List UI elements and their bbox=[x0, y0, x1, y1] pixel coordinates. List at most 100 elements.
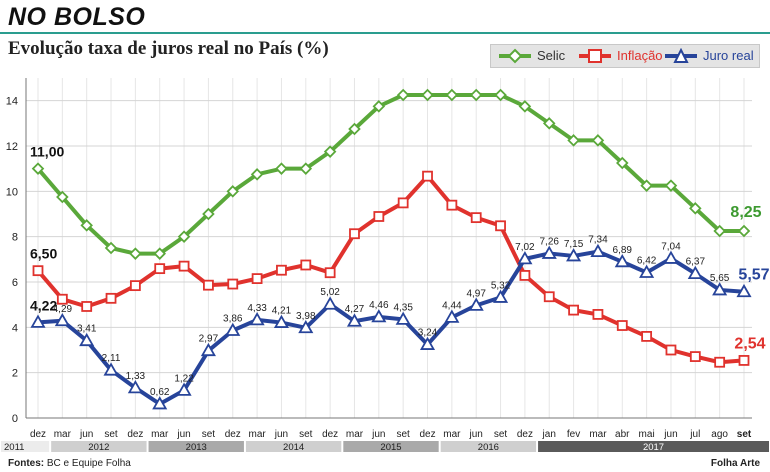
juro-data-label: 4,27 bbox=[345, 304, 365, 315]
selic-point bbox=[591, 134, 605, 147]
legend-marker-diamond-icon bbox=[499, 48, 531, 64]
inflacao-point bbox=[543, 291, 555, 303]
year-label: 2011 bbox=[4, 442, 24, 453]
inflacao-point bbox=[616, 320, 628, 331]
juro-label-end: 5,57 bbox=[738, 267, 769, 284]
inflacao-point bbox=[422, 170, 433, 182]
juro-real-point bbox=[54, 312, 70, 327]
juro-real-point bbox=[200, 342, 216, 357]
selic-point bbox=[372, 100, 386, 113]
inflacao-point bbox=[129, 280, 141, 292]
x-tick-label: set bbox=[299, 429, 313, 440]
sources-note: Fontes: BC e Equipe Folha bbox=[8, 458, 131, 469]
juro-real-point bbox=[493, 289, 509, 303]
year-label: 2013 bbox=[186, 442, 207, 453]
inflacao-point bbox=[251, 273, 263, 285]
inflacao-point bbox=[105, 292, 117, 304]
x-tick-label: jul bbox=[689, 429, 700, 440]
inflacao-point bbox=[349, 228, 360, 240]
juro-real-point bbox=[614, 254, 630, 268]
juro-data-label: 4,97 bbox=[466, 288, 486, 299]
x-tick-label: dez bbox=[517, 429, 533, 440]
selic-point bbox=[80, 219, 93, 232]
selic-point bbox=[616, 156, 629, 170]
selic-label-start: 11,00 bbox=[30, 144, 64, 160]
year-band bbox=[51, 441, 147, 452]
juro-data-label: 3,86 bbox=[223, 314, 243, 325]
juro-data-label: 7,02 bbox=[515, 242, 535, 253]
selic-point bbox=[31, 162, 45, 175]
inflacao-point bbox=[495, 220, 506, 232]
juro-data-label: 5,02 bbox=[320, 287, 340, 298]
inflacao-point bbox=[738, 355, 750, 366]
juro-real-point bbox=[566, 248, 582, 262]
selic-point bbox=[323, 145, 337, 158]
x-tick-label: abr bbox=[615, 429, 630, 440]
selic-point bbox=[469, 88, 483, 102]
x-tick-label: set bbox=[202, 429, 216, 440]
juro-data-label: 7,04 bbox=[661, 241, 681, 252]
x-tick-label: mar bbox=[248, 429, 266, 440]
x-tick-label: mar bbox=[443, 429, 461, 440]
year-label: 2016 bbox=[478, 442, 499, 453]
sources-text: BC e Equipe Folha bbox=[46, 458, 131, 469]
juro-real-point bbox=[30, 314, 46, 328]
selic-point bbox=[299, 162, 313, 175]
x-tick-label: jun bbox=[371, 429, 385, 440]
year-label: 2015 bbox=[380, 442, 401, 453]
x-tick-label: dez bbox=[127, 429, 143, 440]
legend-label-juro-real: Juro real bbox=[703, 48, 754, 63]
juro-real-point bbox=[639, 264, 655, 278]
selic-point bbox=[275, 162, 288, 175]
inflacao-point bbox=[203, 279, 214, 291]
juro-real-point bbox=[395, 311, 411, 325]
x-tick-label: jun bbox=[79, 429, 93, 440]
juro-data-label: 4,33 bbox=[247, 303, 267, 314]
x-tick-label: set bbox=[397, 429, 411, 440]
juro-real-point bbox=[712, 282, 728, 296]
selic-point bbox=[713, 224, 726, 238]
year-label: 2014 bbox=[283, 442, 304, 453]
juro-real-point bbox=[663, 250, 679, 264]
selic-point bbox=[518, 100, 532, 113]
selic-point bbox=[567, 134, 580, 147]
inflacao-point bbox=[470, 212, 482, 224]
x-tick-label: jan bbox=[542, 429, 556, 440]
juro-real-point bbox=[249, 312, 265, 326]
juro-data-label: 5,65 bbox=[710, 273, 730, 284]
header-rule bbox=[0, 32, 770, 34]
selic-point bbox=[664, 179, 678, 192]
inflacao-point bbox=[568, 304, 579, 316]
legend-label-selic: Selic bbox=[537, 48, 566, 63]
x-tick-label: mar bbox=[54, 429, 72, 440]
juro-real-point bbox=[419, 336, 436, 350]
y-tick-label: 2 bbox=[12, 368, 18, 380]
inflacao-point bbox=[56, 293, 68, 305]
juro-label-start: 4,22 bbox=[30, 297, 57, 313]
selic-point bbox=[226, 185, 240, 198]
selic-point bbox=[737, 224, 751, 238]
juro-data-label: 4,21 bbox=[272, 306, 292, 317]
x-tick-label: fev bbox=[567, 429, 580, 440]
x-tick-label: dez bbox=[419, 429, 435, 440]
inflacao-point bbox=[81, 301, 93, 312]
selic-point bbox=[250, 168, 264, 181]
legend-marker-square-icon bbox=[579, 49, 611, 63]
y-tick-label: 0 bbox=[12, 413, 18, 425]
juro-data-label: 4,29 bbox=[53, 304, 73, 315]
x-tick-label: mar bbox=[589, 429, 607, 440]
y-tick-label: 10 bbox=[6, 186, 18, 198]
juro-data-label: 0,62 bbox=[150, 387, 170, 398]
inflacao-point bbox=[689, 351, 701, 362]
selic-point bbox=[153, 247, 166, 260]
juro-real-point bbox=[541, 245, 557, 259]
juro-data-label: 2,11 bbox=[102, 353, 121, 364]
inflacao-point bbox=[665, 344, 677, 356]
x-tick-label: set bbox=[494, 429, 508, 440]
inflacao-point bbox=[178, 260, 190, 272]
year-label: 2012 bbox=[88, 442, 109, 453]
juro-real-point bbox=[79, 332, 95, 347]
juro-real-point bbox=[273, 314, 289, 328]
juro-real-point bbox=[298, 319, 314, 334]
